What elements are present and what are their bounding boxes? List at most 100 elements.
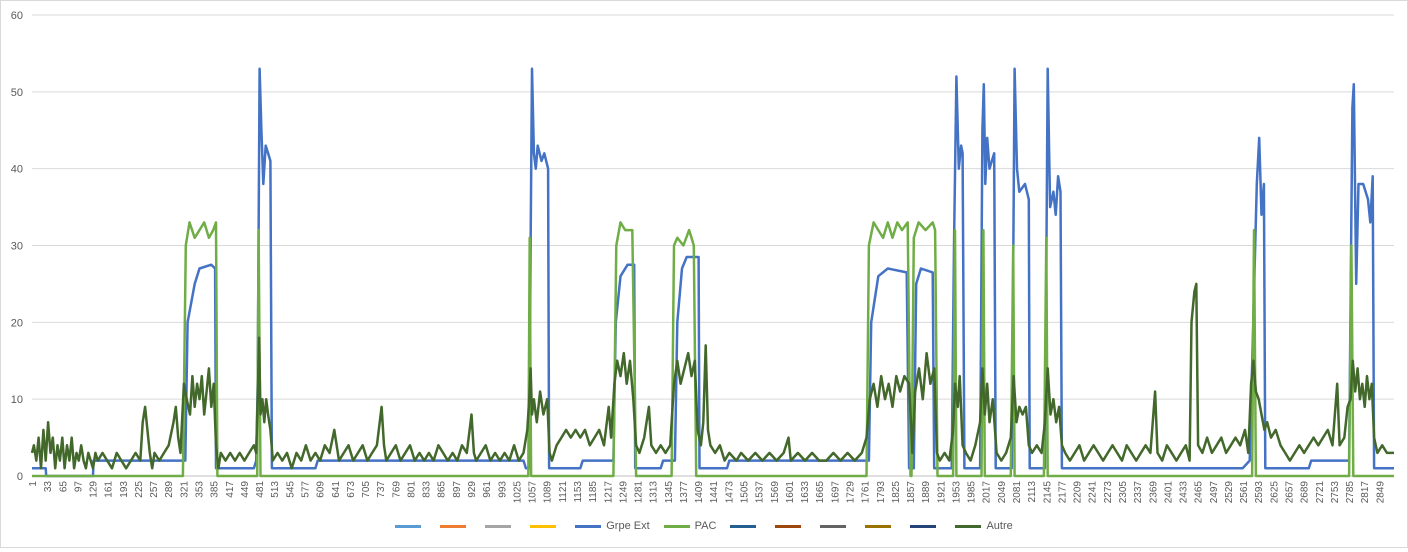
x-tick-label: 1473 <box>724 481 735 504</box>
x-tick-label: 97 <box>73 481 84 493</box>
x-tick-label: 65 <box>58 481 69 493</box>
legend-item-pac: PAC <box>663 520 716 532</box>
legend-swatch <box>530 524 557 528</box>
x-tick-label: 737 <box>376 481 387 498</box>
x-tick-label: 193 <box>119 481 130 498</box>
x-tick-label: 385 <box>210 481 221 498</box>
legend-item-s7 <box>730 524 761 528</box>
x-tick-label: 2433 <box>1179 481 1190 504</box>
x-tick-label: 1761 <box>861 481 872 504</box>
x-tick-label: 2113 <box>1027 481 1038 503</box>
legend-item-s3 <box>485 524 516 528</box>
x-tick-label: 1857 <box>906 481 917 504</box>
legend-item-s8 <box>775 524 806 528</box>
x-tick-label: 1121 <box>558 481 569 503</box>
x-tick-label: 353 <box>195 481 206 498</box>
x-tick-label: 481 <box>255 481 266 498</box>
x-tick-label: 33 <box>43 481 54 493</box>
x-tick-label: 449 <box>240 481 251 498</box>
x-tick-label: 865 <box>437 481 448 498</box>
x-tick-label: 1249 <box>618 481 629 504</box>
x-tick-label: 2657 <box>1285 481 1296 504</box>
x-tick-label: 2401 <box>1163 481 1174 504</box>
legend-swatch <box>395 524 422 528</box>
x-tick-label: 2561 <box>1239 481 1250 504</box>
x-tick-label: 2465 <box>1194 481 1205 504</box>
x-tick-label: 129 <box>89 481 100 498</box>
x-tick-label: 1697 <box>830 481 841 504</box>
x-tick-label: 2625 <box>1269 481 1280 504</box>
y-axis-ticks: 0 10 20 30 40 50 60 <box>11 10 23 483</box>
x-tick-label: 833 <box>422 481 433 498</box>
x-tick-label: 2785 <box>1345 481 1356 504</box>
x-tick-label: 2241 <box>1088 481 1099 504</box>
x-tick-label: 1377 <box>679 481 690 504</box>
x-tick-label: 1505 <box>740 481 751 504</box>
x-tick-label: 1793 <box>876 481 887 504</box>
x-tick-label: 1665 <box>815 481 826 504</box>
x-tick-label: 1441 <box>709 481 720 504</box>
x-tick-label: 513 <box>270 481 281 498</box>
legend-item-grpe: Grpe Ext <box>575 520 650 532</box>
x-tick-label: 1953 <box>951 481 962 504</box>
x-tick-label: 1153 <box>573 481 584 503</box>
x-tick-label: 961 <box>482 481 493 498</box>
x-tick-label: 897 <box>452 481 463 498</box>
y-tick-label: 50 <box>11 87 23 99</box>
legend-label: Autre <box>986 520 1013 532</box>
x-tick-label: 2337 <box>1133 481 1144 504</box>
x-tick-label: 1825 <box>891 481 902 504</box>
y-tick-label: 40 <box>11 164 23 176</box>
x-tick-label: 1601 <box>785 481 796 504</box>
legend-item-s1 <box>395 524 426 528</box>
x-tick-label: 545 <box>285 481 296 498</box>
x-tick-label: 673 <box>346 481 357 498</box>
x-tick-label: 1537 <box>755 481 766 504</box>
x-tick-label: 1089 <box>543 481 554 504</box>
legend-swatch <box>910 524 937 528</box>
y-tick-label: 0 <box>17 471 23 483</box>
x-tick-label: 769 <box>391 481 402 498</box>
legend-swatch <box>775 524 802 528</box>
legend-swatch <box>955 524 982 528</box>
series-line-grpe <box>32 67 1394 478</box>
x-tick-label: 609 <box>316 481 327 498</box>
y-tick-label: 30 <box>11 241 23 253</box>
x-tick-label: 161 <box>104 481 115 498</box>
x-tick-label: 1057 <box>528 481 539 504</box>
legend-item-s2 <box>440 524 471 528</box>
x-tick-label: 225 <box>134 481 145 498</box>
x-tick-label: 2753 <box>1330 481 1341 504</box>
x-tick-label: 2273 <box>1103 481 1114 504</box>
chart-legend: Grpe Ext PAC Autre <box>0 520 1408 532</box>
x-tick-label: 1185 <box>588 481 599 503</box>
y-tick-label: 60 <box>11 10 23 22</box>
x-tick-label: 1345 <box>664 481 675 504</box>
x-tick-label: 1281 <box>634 481 645 504</box>
legend-swatch <box>663 524 690 528</box>
y-tick-label: 20 <box>11 317 23 329</box>
x-tick-label: 2593 <box>1254 481 1265 504</box>
legend-swatch <box>820 524 847 528</box>
series-line-autre <box>30 282 1394 470</box>
x-tick-label: 705 <box>361 481 372 498</box>
x-tick-label: 1 <box>28 481 39 487</box>
x-tick-label: 2849 <box>1375 481 1386 504</box>
x-tick-label: 2529 <box>1224 481 1235 504</box>
x-tick-label: 1569 <box>770 481 781 504</box>
x-tick-label: 1729 <box>845 481 856 504</box>
legend-swatch <box>485 524 512 528</box>
x-tick-label: 321 <box>179 481 190 498</box>
y-tick-label: 10 <box>11 394 23 406</box>
x-tick-label: 1921 <box>936 481 947 504</box>
series-lines <box>30 67 1394 478</box>
x-tick-label: 2721 <box>1315 481 1326 504</box>
legend-item-s9 <box>820 524 851 528</box>
x-tick-label: 2305 <box>1118 481 1129 504</box>
x-tick-label: 2817 <box>1360 481 1371 504</box>
x-tick-label: 2177 <box>1057 481 1068 504</box>
legend-item-s10 <box>865 524 896 528</box>
x-axis-ticks: 1 33 65 97 129 161 193 225 257 289 321 353 385 417 449… <box>28 481 1386 504</box>
legend-item-s11 <box>910 524 941 528</box>
